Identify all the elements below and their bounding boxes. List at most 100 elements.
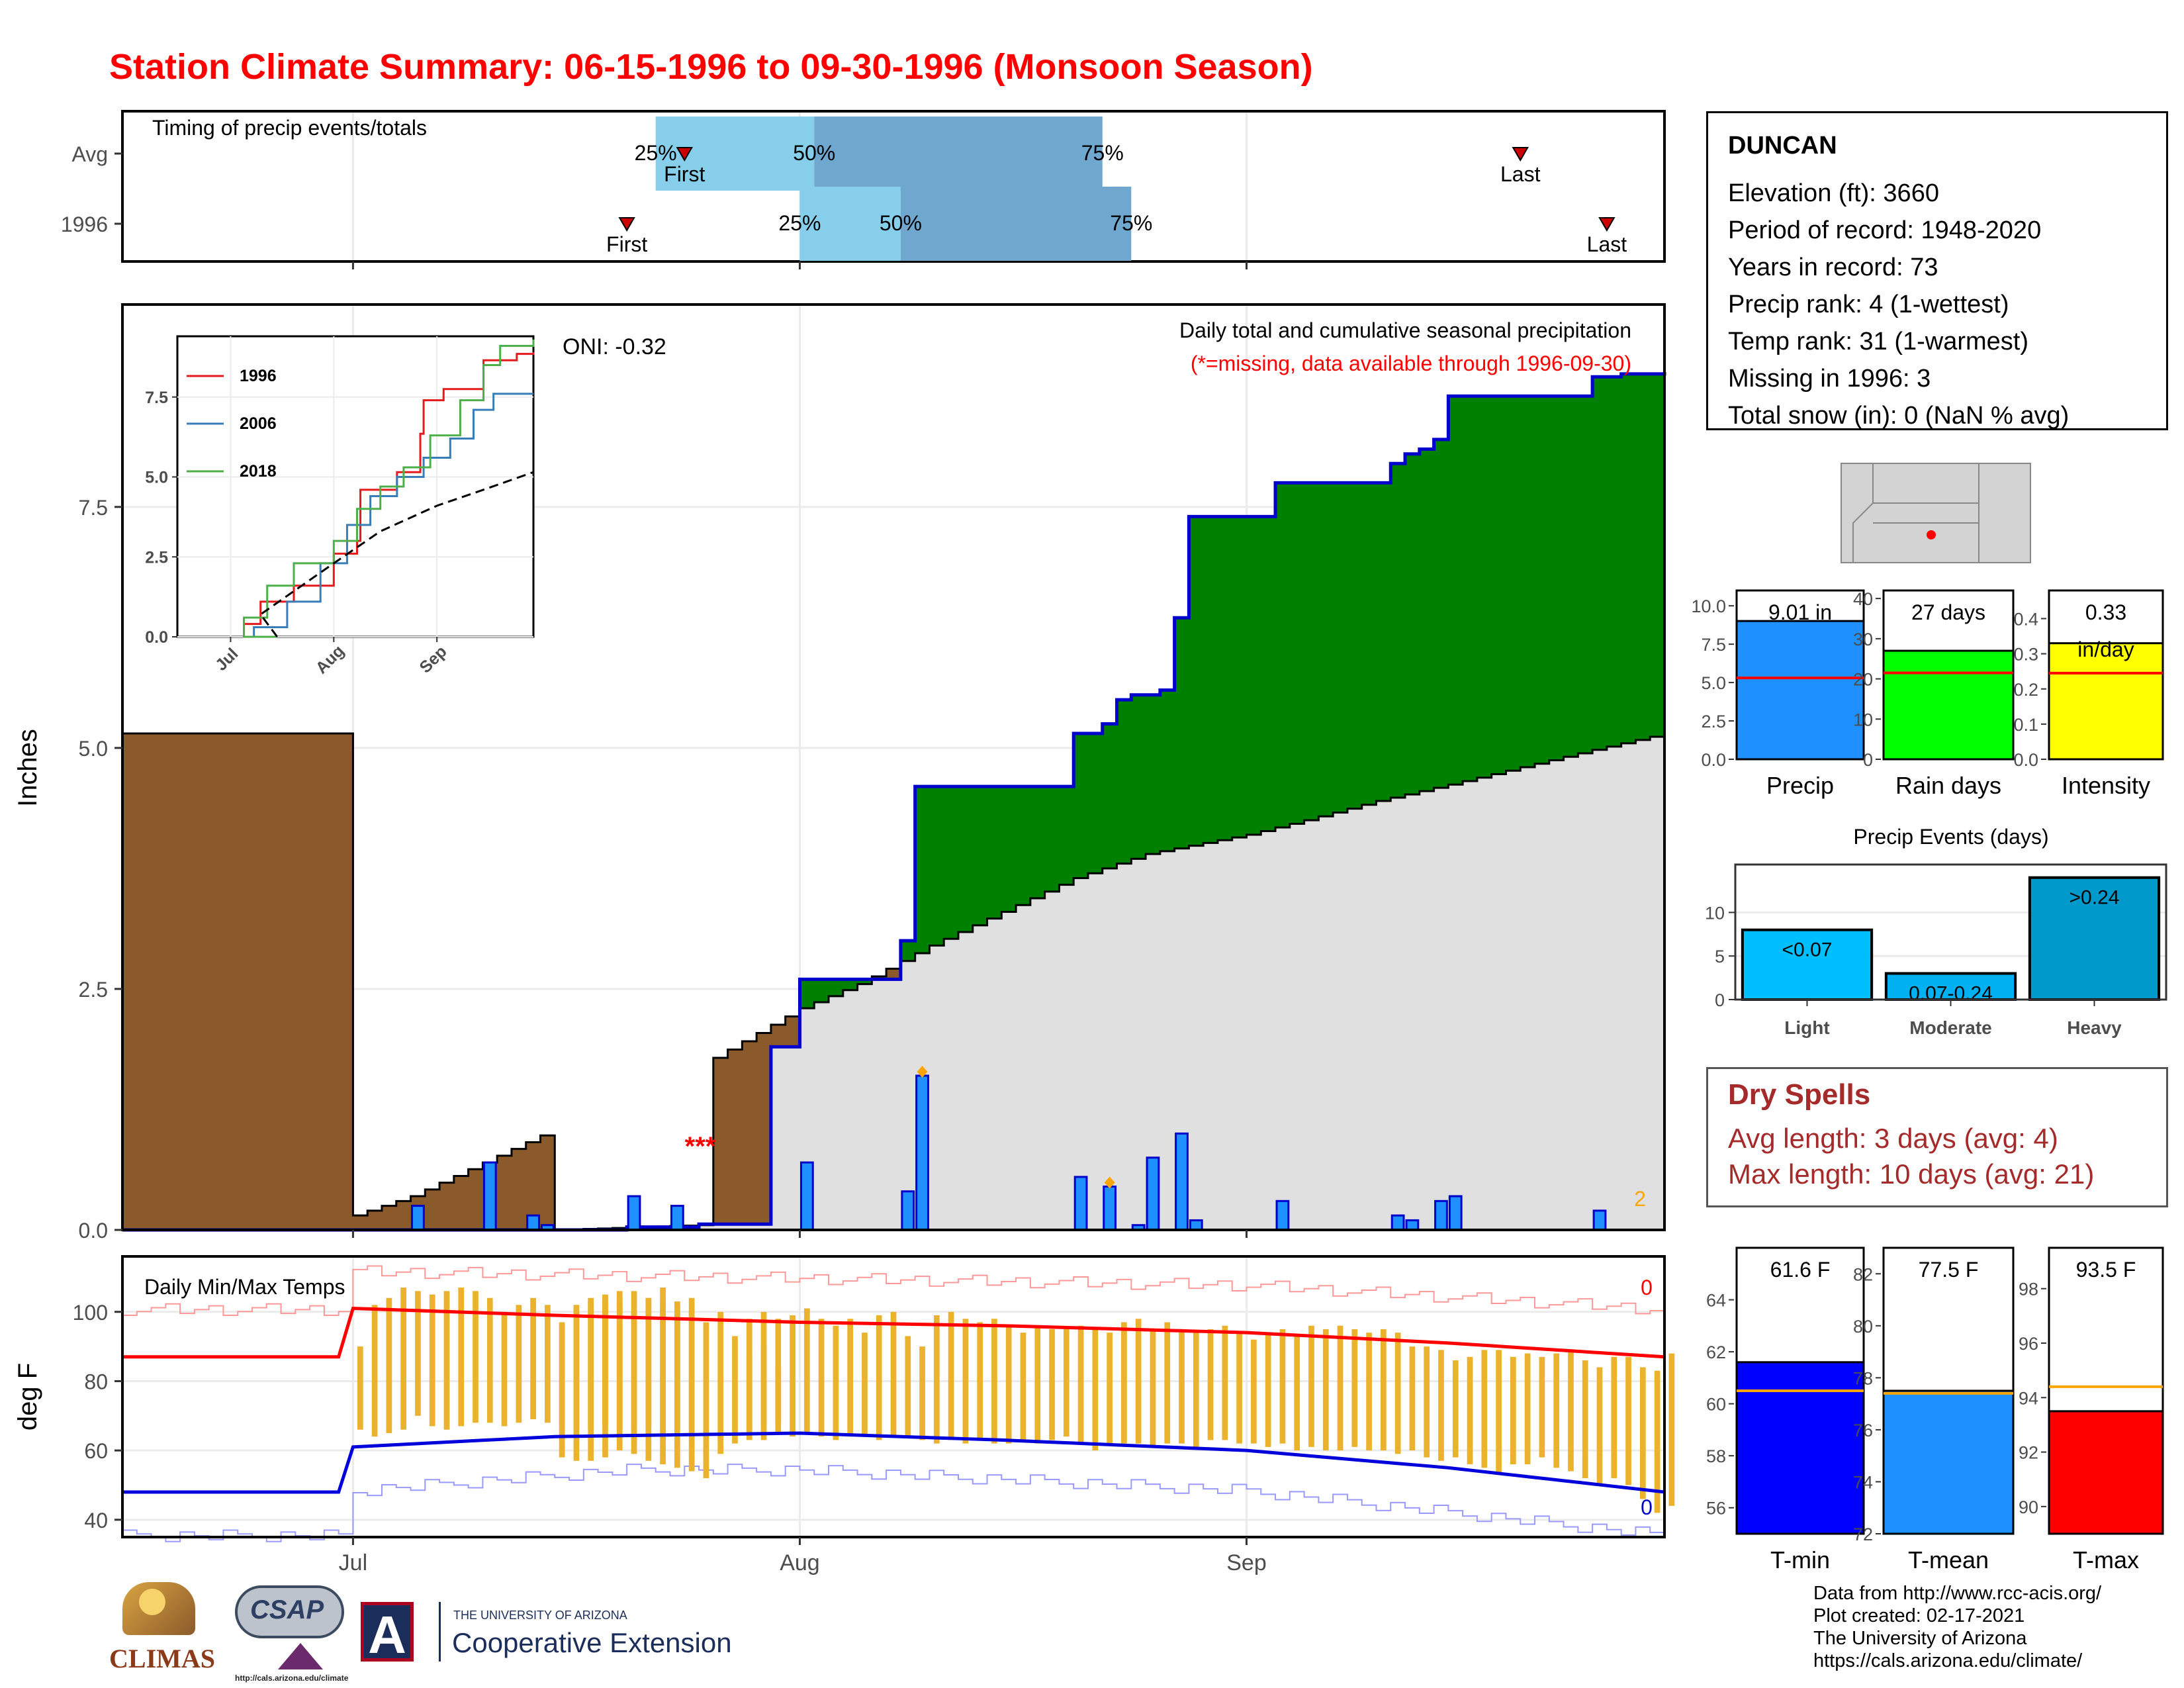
temp-daily-bar <box>1625 1356 1631 1485</box>
temp-ytick-label: 98 <box>2019 1280 2038 1299</box>
temp-daily-bar <box>545 1305 551 1423</box>
stat-ytick-label: 5.0 <box>1701 673 1726 693</box>
precip-above-avg-area <box>1621 373 1636 743</box>
stat-value-label: 27 days <box>1911 600 1985 624</box>
temp-value-label: 77.5 F <box>1919 1258 1979 1282</box>
temp-daily-bar <box>1553 1353 1560 1468</box>
dry-spells-max: Max length: 10 days (avg: 21) <box>1728 1158 2095 1190</box>
temp-daily-bar <box>1150 1329 1156 1447</box>
events-category-label: Heavy <box>2067 1017 2122 1038</box>
temp-ytick-label: 92 <box>2019 1443 2038 1463</box>
precip-above-avg-area <box>1174 618 1189 849</box>
stat-ytick-label: 7.5 <box>1701 635 1726 655</box>
events-ytick-label: 10 <box>1705 903 1725 923</box>
precip-below-avg-area <box>713 1057 729 1225</box>
temp-record-high-line <box>122 1265 1665 1316</box>
temp-daily-bar <box>559 1322 565 1427</box>
events-category-label: Moderate <box>1909 1017 1991 1038</box>
precip-below-avg-area <box>310 733 325 1230</box>
precip-above-avg-area <box>958 786 974 933</box>
inset-frame <box>176 335 535 638</box>
stat-category-label: Precip <box>1766 772 1834 799</box>
temp-daily-bar <box>688 1311 695 1430</box>
temp-daily-bar <box>890 1311 897 1437</box>
temp-daily-bar <box>1179 1329 1185 1444</box>
precip-below-avg-area <box>381 1205 397 1230</box>
temp-ytick-label: 90 <box>2019 1497 2038 1517</box>
temp-daily-bar <box>631 1291 637 1430</box>
temp-daily-bar <box>1668 1353 1675 1506</box>
precip-daily-bar <box>526 1214 540 1231</box>
precip-below-avg-area <box>511 1149 527 1230</box>
precip-above-avg-area <box>1001 786 1017 912</box>
temp-daily-bar <box>1452 1360 1459 1458</box>
temp-daily-bar <box>371 1305 378 1437</box>
precip-panel-frame <box>121 303 1666 1231</box>
precip-above-avg-area <box>1491 396 1506 774</box>
temp-ytick-label: 60 <box>84 1439 108 1463</box>
precip-ytick-label: 0.0 <box>79 1219 108 1243</box>
timing-bar-50-75 <box>814 117 1103 191</box>
precip-above-avg-area <box>857 979 872 984</box>
temp-ytick-label: 62 <box>1706 1342 1726 1362</box>
precip-below-avg-area <box>208 733 224 1230</box>
precip-above-avg-area <box>1592 377 1608 750</box>
temp-daily-bar <box>357 1346 363 1430</box>
precip-above-avg-area <box>1059 786 1074 885</box>
precip-daily-bar <box>482 1161 497 1231</box>
temp-daily-bar <box>501 1311 508 1427</box>
precip-above-avg-area <box>1390 463 1406 798</box>
timing-first-marker-icon <box>676 147 693 162</box>
precip-above-avg-area <box>1448 396 1463 785</box>
temp-panel-frame <box>121 1255 1666 1538</box>
precip-above-avg-area <box>1606 377 1622 747</box>
precip-below-avg-area <box>266 733 282 1230</box>
precip-above-avg-area <box>1549 396 1565 761</box>
precip-above-avg-area <box>1361 483 1377 805</box>
precip-above-avg-area <box>1261 516 1276 831</box>
precip-above-avg-area <box>1275 483 1291 828</box>
precip-daily-bar <box>1448 1195 1463 1231</box>
stat-ytick-label: 10 <box>1853 710 1873 729</box>
precip-below-avg-area <box>353 1215 368 1230</box>
temp-ytick-label: 76 <box>1853 1421 1873 1440</box>
timing-first-marker-icon <box>618 217 635 232</box>
precip-below-avg-area <box>165 733 181 1230</box>
temp-daily-bar <box>602 1297 608 1427</box>
temp-daily-bar <box>790 1315 796 1437</box>
csap-cloud-icon <box>235 1585 344 1638</box>
temp-daily-bar <box>1164 1322 1171 1444</box>
temp-daily-bar <box>588 1301 594 1430</box>
temp-daily-bar <box>1107 1333 1113 1444</box>
temp-ytick-label: 72 <box>1853 1524 1873 1544</box>
dry-spells-avg: Avg length: 3 days (avg: 4) <box>1728 1123 2058 1154</box>
temp-daily-bar <box>1639 1367 1646 1499</box>
precip-above-avg-area <box>1044 786 1060 892</box>
temp-bar <box>2048 1410 2164 1535</box>
events-bar-label: <0.07 <box>1782 939 1833 961</box>
stat-ytick-label: 40 <box>1853 589 1873 609</box>
timing-row-label: 1996 <box>61 212 108 236</box>
temp-ytick-label: 40 <box>84 1509 108 1532</box>
precip-above-avg-area <box>1087 733 1103 874</box>
temp-daily-bar <box>1063 1329 1069 1437</box>
timing-title: Timing of precip events/totals <box>152 116 427 140</box>
temp-daily-bar <box>1481 1350 1488 1468</box>
credit-plot-created: Plot created: 02-17-2021 <box>1813 1605 2025 1626</box>
precip-ylabel: Inches <box>13 729 42 807</box>
precip-above-avg-area <box>1506 396 1521 771</box>
temp-daily-bar <box>516 1305 522 1423</box>
temp-daily-bar <box>948 1311 954 1440</box>
temp-daily-bar <box>1596 1367 1603 1485</box>
precip-above-avg-area <box>1535 396 1550 764</box>
ua-extension-logo: A THE UNIVERSITY OF ARIZONA Cooperative … <box>361 1602 745 1675</box>
temp-daily-bar <box>1251 1339 1257 1444</box>
stat-ytick-label: 0.3 <box>2013 645 2038 665</box>
temp-record-low-line <box>122 1464 1665 1542</box>
precip-avg-line <box>122 732 1666 1231</box>
precip-below-avg-area <box>136 733 152 1230</box>
precip-below-avg-area <box>223 733 238 1230</box>
arizona-locator-map <box>1841 463 2031 563</box>
temp-daily-bar <box>1496 1350 1502 1475</box>
